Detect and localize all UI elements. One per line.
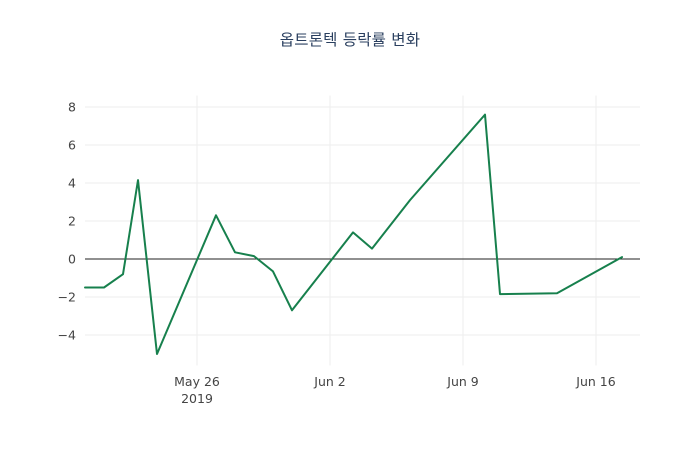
- x-axis-tick-label-year: 2019: [181, 391, 213, 407]
- horizontal-gridlines: [85, 106, 640, 336]
- x-axis-tick-label-date: May 26: [174, 374, 220, 390]
- y-axis-tick-label: 8: [68, 99, 76, 115]
- y-axis-tick-label: 2: [68, 213, 76, 229]
- data-series-line: [84, 113, 623, 355]
- series-line-등락률: [84, 113, 623, 355]
- chart-title: 옵트론텍 등락률 변화: [279, 31, 421, 49]
- x-axis-tick-label: Jun 2: [314, 374, 345, 389]
- y-axis-tick-label: 4: [68, 175, 76, 191]
- x-axis-tick-label-date: Jun 2: [314, 374, 346, 390]
- x-axis-tick-label-date: Jun 16: [576, 374, 616, 390]
- y-axis-tick-label: 0: [68, 251, 76, 267]
- x-axis-tick-label-date: Jun 9: [447, 374, 479, 390]
- x-axis-tick-label: May 26 2019: [174, 374, 220, 406]
- y-axis-tick-label: −4: [57, 327, 76, 343]
- vertical-gridlines: [196, 95, 597, 366]
- x-axis-tick-label: Jun 16: [576, 374, 615, 389]
- x-axis-tick-label: Jun 9: [447, 374, 478, 389]
- y-axis-tick-label: −2: [57, 289, 76, 305]
- y-axis-tick-label: 6: [68, 137, 76, 153]
